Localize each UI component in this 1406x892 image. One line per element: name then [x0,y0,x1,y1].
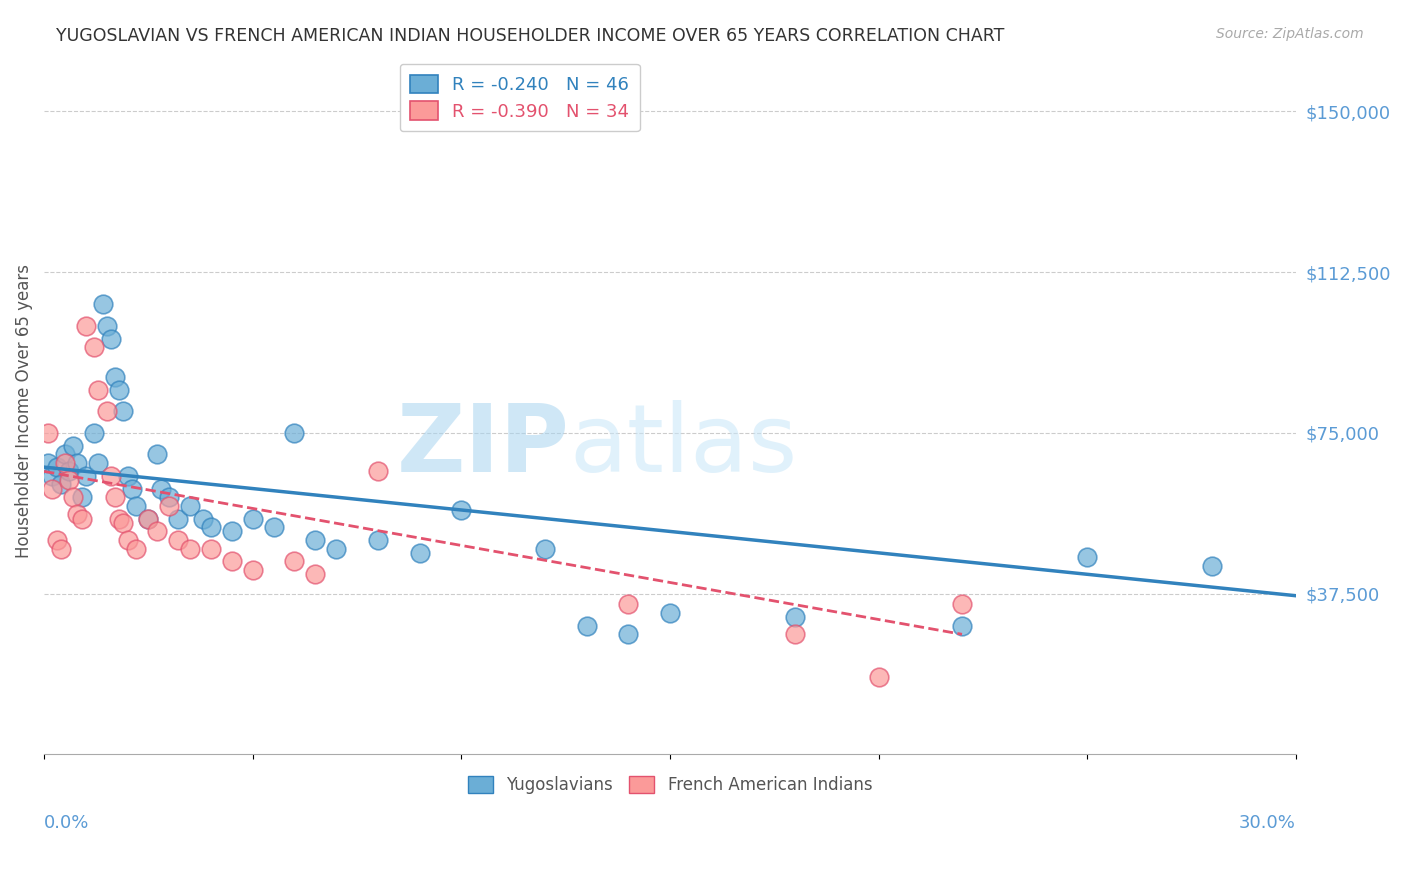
Point [145,524,167,539]
Point [53,456,76,470]
Point [49,541,72,556]
Point [138,511,160,525]
Point [70,490,93,504]
Point [70,511,93,525]
Point [66,508,89,522]
Point [87,383,110,397]
Point [575,618,598,632]
Point [1076,550,1098,565]
Point [41,482,63,496]
Point [37,456,59,470]
Point [108,383,131,397]
Point [58,464,80,478]
Point [58,473,80,487]
Point [304,567,326,582]
Point [179,499,201,513]
Point [785,627,807,641]
Point [283,554,305,568]
Point [450,503,472,517]
Point [104,370,127,384]
Point [1201,558,1223,573]
Point [145,447,167,461]
Point [83,340,105,354]
Point [121,482,143,496]
Text: atlas: atlas [569,400,799,491]
Point [45,460,67,475]
Text: 0.0%: 0.0% [44,814,90,832]
Text: 30.0%: 30.0% [1239,814,1296,832]
Point [104,490,127,504]
Point [91,297,114,311]
Point [658,606,681,620]
Point [96,318,118,333]
Point [191,511,214,525]
Point [87,456,110,470]
Point [263,520,285,534]
Point [96,404,118,418]
Point [157,499,180,513]
Point [138,511,160,525]
Point [304,533,326,547]
Point [75,318,97,333]
Point [100,332,122,346]
Point [200,541,222,556]
Text: Source: ZipAtlas.com: Source: ZipAtlas.com [1216,27,1364,41]
Point [125,499,148,513]
Point [283,425,305,440]
Point [157,490,180,504]
Point [367,533,389,547]
Point [533,541,555,556]
Legend: Yugoslavians, French American Indians: Yugoslavians, French American Indians [461,769,879,801]
Point [242,563,264,577]
Y-axis label: Householder Income Over 65 years: Householder Income Over 65 years [15,264,32,558]
Point [83,425,105,440]
Point [149,482,172,496]
Point [617,627,640,641]
Point [408,546,430,560]
Point [200,520,222,534]
Point [66,456,89,470]
Point [53,447,76,461]
Point [950,597,973,611]
Point [62,490,84,504]
Point [37,425,59,440]
Point [125,541,148,556]
Point [117,468,139,483]
Point [112,404,135,418]
Point [221,524,243,539]
Point [75,468,97,483]
Point [950,618,973,632]
Point [45,533,67,547]
Point [166,533,188,547]
Point [100,468,122,483]
Point [179,541,201,556]
Point [117,533,139,547]
Point [62,439,84,453]
Point [108,511,131,525]
Text: YUGOSLAVIAN VS FRENCH AMERICAN INDIAN HOUSEHOLDER INCOME OVER 65 YEARS CORRELATI: YUGOSLAVIAN VS FRENCH AMERICAN INDIAN HO… [56,27,1005,45]
Point [112,516,135,530]
Point [367,464,389,478]
Point [785,610,807,624]
Point [868,670,890,684]
Point [325,541,347,556]
Point [242,511,264,525]
Point [221,554,243,568]
Point [166,511,188,525]
Point [617,597,640,611]
Point [49,477,72,491]
Point [41,468,63,483]
Text: ZIP: ZIP [396,400,569,491]
